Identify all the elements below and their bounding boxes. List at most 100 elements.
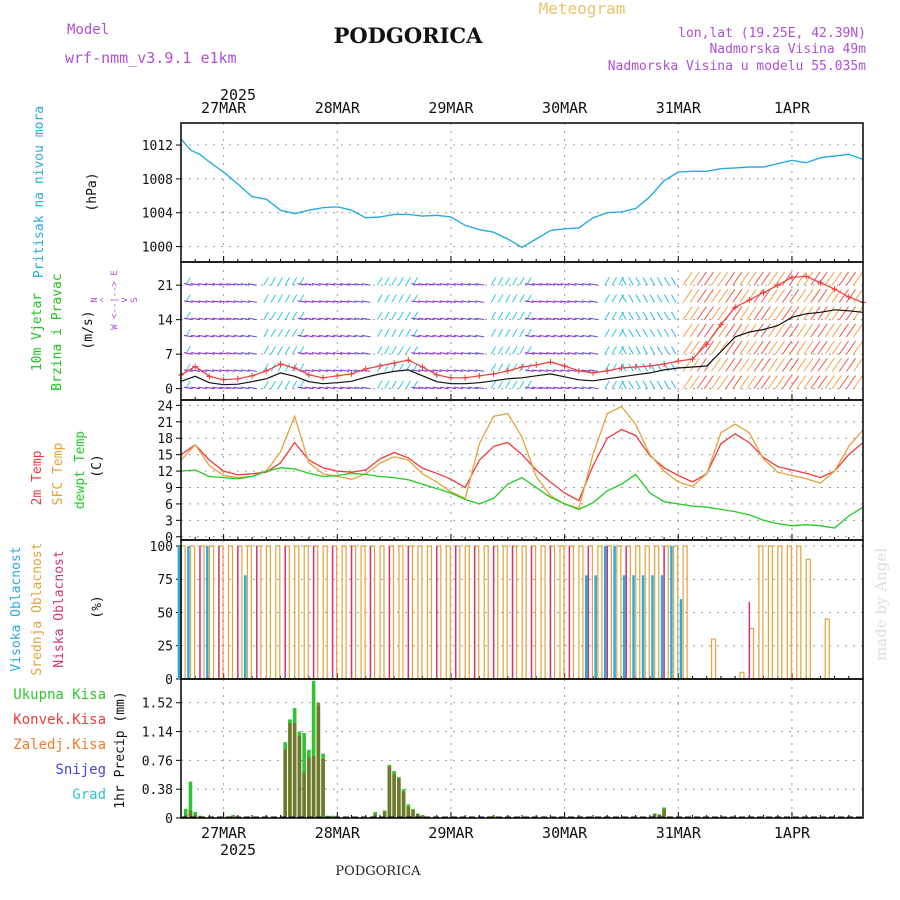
wind-arrow [490, 380, 497, 389]
wind-arrow [504, 277, 511, 286]
wind-arrow [553, 283, 563, 286]
wind-gust-point [547, 359, 554, 366]
wind-arrow [504, 311, 511, 320]
wind-arrow [240, 300, 250, 303]
wind-arrow [711, 271, 722, 286]
wind-arrow [670, 294, 677, 303]
wind-arrow [696, 306, 707, 320]
wind-arrow [817, 323, 828, 338]
wind-arrow [611, 311, 617, 320]
wind-arrow [767, 340, 778, 355]
wind-arrow [398, 346, 404, 355]
wind-arrow [460, 300, 470, 303]
wind-arrow [318, 386, 328, 390]
wind-gust-point [746, 296, 753, 303]
wind-arrow [810, 271, 821, 286]
wind-arrow [446, 386, 456, 390]
wind-arrow [789, 340, 800, 355]
wind-arrow [567, 369, 577, 372]
wind-arrow [838, 271, 849, 286]
wind-arrow [475, 352, 485, 355]
wind-arrow [284, 380, 291, 389]
wind-arrow [604, 346, 610, 355]
wind-arrow [284, 328, 291, 338]
bottom-day-label: 27MAR [201, 824, 247, 842]
wind-gust-point [533, 361, 540, 368]
ytick-label: 24 [157, 399, 173, 414]
compass-text: S [130, 297, 140, 302]
wind-arrow [703, 340, 714, 355]
wind-arrow [190, 352, 201, 355]
ytick-label: 14 [157, 314, 173, 329]
wind-arrow [361, 300, 371, 303]
wind-arrow [333, 386, 343, 390]
precipitation-panel: 0 0.38 0.76 1.14 1.52 [142, 678, 864, 827]
wind-arrow [325, 386, 336, 390]
wind-arrow [796, 358, 807, 372]
ytick-label: 100 [150, 540, 173, 555]
wind-arrow [567, 317, 577, 321]
wind-arrow [460, 283, 470, 286]
wind-arrow [240, 334, 250, 338]
wind-gust-point [689, 356, 696, 363]
cloud-bar-mid [597, 545, 603, 679]
wind-arrow [198, 352, 208, 355]
wind-arrow [391, 311, 397, 320]
wind-arrow [718, 323, 729, 338]
wind-arrow [725, 323, 736, 338]
precip-bar-conv [652, 814, 657, 818]
wind-arrow [453, 334, 463, 338]
bottom-day-label: 29MAR [428, 824, 474, 842]
wind-arrow [604, 277, 610, 286]
wind-gust-point [703, 341, 710, 348]
wind-arrow [760, 306, 771, 320]
wind-arrow [233, 283, 243, 286]
wind-arrow [384, 328, 390, 338]
wind-arrow [439, 386, 449, 390]
wind-arrow [846, 323, 857, 338]
wind-arrow [446, 369, 456, 372]
wind-arrow [425, 317, 435, 321]
wind-arrow [774, 375, 785, 389]
bottom-year-label: 2025 [220, 841, 256, 859]
wind-series-label-1: 10m Vjetar [30, 293, 45, 371]
wind-gust-point [831, 286, 838, 293]
wind-arrow [546, 300, 556, 303]
cloud-bar-mid [521, 545, 527, 679]
ytick-label: 6 [165, 498, 173, 513]
wind-arrow [656, 311, 663, 320]
compass-text: W <--|--> E [110, 270, 120, 330]
wind-arrow [240, 317, 250, 321]
wind-gust-point [561, 362, 568, 369]
wind-arrow [739, 306, 750, 320]
wind-arrow [760, 375, 771, 389]
wind-arrow [846, 340, 857, 355]
wind-arrow [760, 271, 771, 286]
wind-arrow [588, 334, 598, 338]
top-day-label: 31MAR [656, 99, 702, 117]
wind-arrow [760, 323, 771, 338]
wind-arrow [774, 340, 785, 355]
wind-arrow [340, 369, 350, 372]
wind-arrow [663, 311, 670, 320]
wind-arrow [391, 328, 397, 338]
wind-arrow [853, 306, 864, 320]
wind-arrow [212, 300, 222, 303]
wind-arrow [753, 358, 764, 372]
wind-arrow [774, 289, 785, 303]
wind-arrow [453, 283, 463, 286]
wind-arrow [354, 283, 364, 286]
wind-arrow [219, 334, 229, 338]
wind-arrow [311, 283, 321, 286]
wind-arrow [270, 328, 276, 338]
wind-arrow [205, 369, 215, 372]
temp-line-0 [180, 428, 864, 502]
wind-gust-point [661, 361, 668, 368]
wind-arrow [460, 334, 470, 338]
wind-arrow [696, 358, 707, 372]
wind-arrow [333, 352, 343, 355]
wind-arrow [325, 283, 336, 286]
wind-arrow [611, 346, 617, 355]
cloud-bar-mid [360, 545, 366, 679]
wind-arrow [318, 369, 328, 372]
